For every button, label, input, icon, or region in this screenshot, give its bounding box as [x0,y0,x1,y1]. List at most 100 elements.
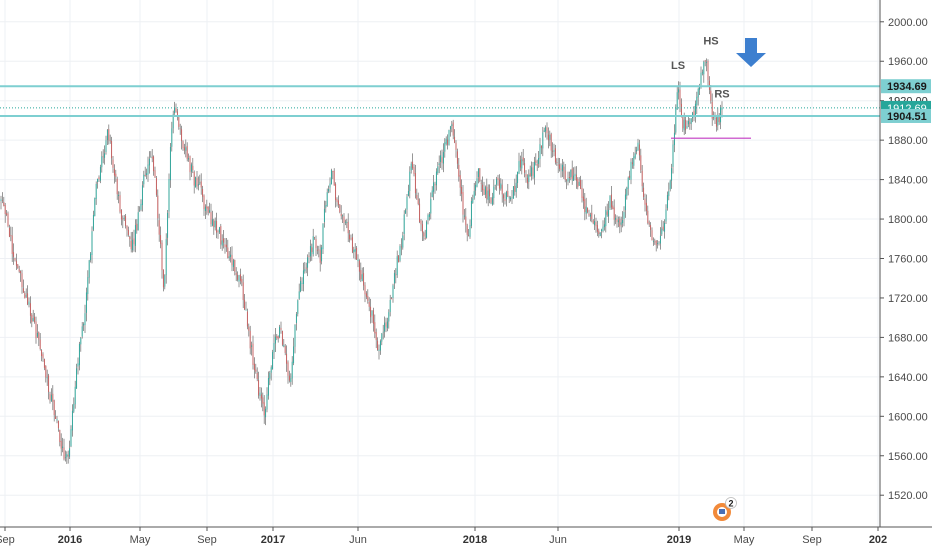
candle-body [456,151,458,164]
candle-body [701,72,703,74]
candle-body [400,246,402,248]
candle-body [652,241,654,243]
candle-body [196,177,198,187]
candle-body [20,271,22,274]
candle-body [239,274,241,281]
candle-body [484,187,486,195]
candle-body [102,156,104,158]
candle-body [314,237,316,239]
candle-body [606,211,608,215]
candle-body [235,272,237,275]
candle-body [132,239,134,251]
annotation-left-shoulder[interactable]: LS [671,60,685,72]
candle-body [575,174,577,181]
price-axis-tick-label: 1840.00 [888,175,928,187]
candle-body [311,247,313,253]
candle-body [179,128,181,130]
candle-body [391,298,393,300]
candle-body [256,372,258,380]
candle-body [354,249,356,252]
candle-body [168,179,170,212]
candle-body [189,156,191,173]
candle-body [605,209,607,227]
candle-body [67,454,69,457]
candle-body [515,182,517,193]
candle-body [281,331,283,345]
candle-body [410,163,412,171]
candle-body [263,402,265,416]
candle-body [561,164,563,172]
candle-body [55,416,57,419]
price-axis-tick-label: 2000.00 [888,17,928,29]
candle-body [511,197,513,199]
price-axis-tick-label: 1800.00 [888,214,928,226]
candle-body [195,177,197,188]
time-axis[interactable] [0,527,932,550]
candle-body [386,321,388,329]
candle-body [148,158,150,166]
candle-body [665,209,667,222]
candle-body [336,199,338,203]
candle-body [92,215,94,230]
candle-body [563,166,565,171]
candle-body [689,122,691,124]
candle-body [134,225,136,246]
candle-body [223,238,225,243]
candle-body [32,318,34,322]
candle-body [384,322,386,332]
candle-body [697,88,699,98]
candle-body [218,227,220,233]
candle-body [329,183,331,188]
price-axis-tick-label: 1640.00 [888,372,928,384]
candle-body [531,167,533,177]
candle-body [108,129,110,141]
candle-body [539,144,541,159]
events-flag-icon[interactable]: 2 [713,497,737,522]
candle-body [490,197,492,203]
candle-body [361,274,363,282]
candle-body [192,165,194,171]
candle-body [35,321,37,339]
candle-body [507,191,509,197]
candle-body [711,101,713,119]
candle-body [385,322,387,327]
candle-body [302,270,304,285]
candle-body [245,309,247,311]
candle-body [231,254,233,266]
candle-body [185,147,187,151]
grid-lines [0,0,880,527]
candle-body [57,420,59,429]
down-arrow-icon[interactable] [736,38,766,67]
candle-body [535,160,537,164]
candle-body [601,229,603,232]
candle-body [106,129,108,141]
candle-body [253,363,255,371]
candle-body [610,194,612,208]
candle-body [6,213,8,215]
candle-body [307,257,309,268]
candle-body [252,343,254,366]
candle-body [599,232,601,236]
annotation-right-shoulder[interactable]: RS [714,89,729,101]
candle-body [517,171,519,183]
candle-body [512,186,514,199]
candle-body [645,202,647,212]
candle-body [14,258,16,261]
candle-body [585,206,587,214]
candle-body [319,250,321,263]
candle-body [13,252,15,257]
annotation-head[interactable]: HS [703,35,718,47]
candle-body [360,270,362,280]
candle-body [573,175,575,181]
candle-body [375,332,377,341]
candle-body [225,244,227,248]
candle-body [45,365,47,378]
candle-body [498,179,500,189]
candle-body [536,164,538,166]
candle-body [571,168,573,179]
candle-body [363,273,365,286]
candle-body [529,173,531,177]
candle-body [707,60,709,81]
candle-body [581,187,583,199]
